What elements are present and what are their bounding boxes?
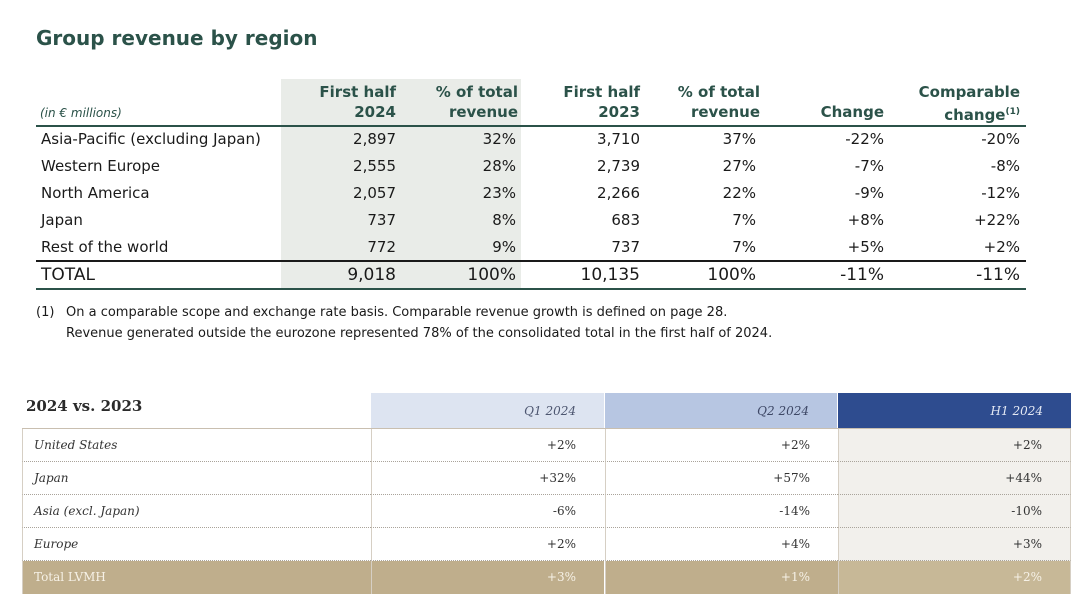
comparison-top-rule: [22, 428, 1071, 429]
row-label: United States: [22, 429, 371, 462]
cell-change: -22%: [845, 130, 884, 148]
row-label: Japan: [22, 462, 371, 495]
table-row: United States +2% +2% +2%: [22, 429, 1071, 462]
header-q2-2024: Q2 2024: [605, 393, 837, 429]
header-pct-total-2023: % of total revenue: [677, 83, 760, 121]
header-comparable-change: Comparable change(1): [918, 83, 1021, 124]
cell-q2: -14%: [605, 495, 838, 528]
cell-pct-2024: 8%: [492, 211, 516, 229]
total-row: Total LVMH +3% +1% +2%: [22, 561, 1071, 594]
table-row: North America 2,057 23% 2,266 22% -9% -1…: [0, 180, 1080, 207]
cell-h1: +2%: [838, 429, 1071, 462]
total-h1-2023: 10,135: [580, 265, 640, 285]
region-name: Rest of the world: [41, 238, 169, 256]
total-label: Total LVMH: [22, 561, 371, 594]
cell-comparable: -20%: [981, 130, 1020, 148]
header-change: Change: [820, 103, 884, 121]
h1-2024-column-shade: [281, 79, 521, 289]
total-pct-2024: 100%: [467, 265, 516, 285]
table-row: Asia (excl. Japan) -6% -14% -10%: [22, 495, 1071, 528]
total-comparable: -11%: [976, 265, 1020, 285]
table-row: Japan +32% +57% +44%: [22, 462, 1071, 495]
table-row: Japan 737 8% 683 7% +8% +22%: [0, 207, 1080, 234]
region-name: North America: [41, 184, 150, 202]
row-label: Asia (excl. Japan): [22, 495, 371, 528]
cell-pct-2024: 32%: [482, 130, 516, 148]
total-change: -11%: [840, 265, 884, 285]
cell-comparable: -8%: [990, 157, 1020, 175]
cell-change: +8%: [847, 211, 884, 229]
region-name: Western Europe: [41, 157, 161, 175]
total-label: TOTAL: [41, 265, 95, 285]
cell-h1-2023: 2,266: [597, 184, 640, 202]
cell-h1-2023: 3,710: [597, 130, 640, 148]
cell-pct-2023: 7%: [732, 238, 756, 256]
cell-q1: +2%: [371, 429, 604, 462]
cell-change: -9%: [854, 184, 884, 202]
cell-h1-2024: 737: [367, 211, 396, 229]
cell-h1-2024: 2,897: [353, 130, 396, 148]
row-label: Europe: [22, 528, 371, 561]
cell-pct-2023: 22%: [722, 184, 756, 202]
cell-comparable: +2%: [983, 238, 1020, 256]
table-bottom-rule: [36, 288, 1026, 290]
cell-h1-2024: 2,057: [353, 184, 396, 202]
cell-comparable: -12%: [981, 184, 1020, 202]
footnote-mark: (1): [36, 305, 55, 320]
table-row: Western Europe 2,555 28% 2,739 27% -7% -…: [0, 153, 1080, 180]
footnote-ref: (1): [1005, 107, 1021, 117]
table-row: Asia-Pacific (excluding Japan) 2,897 32%…: [0, 126, 1080, 153]
header-rule: [36, 125, 1026, 127]
footnote-line-1: On a comparable scope and exchange rate …: [66, 305, 728, 320]
cell-pct-2024: 28%: [482, 157, 516, 175]
cell-h1: -10%: [838, 495, 1071, 528]
cell-h1-2023: 683: [611, 211, 640, 229]
region-name: Japan: [41, 211, 83, 229]
cell-h1-2023: 737: [611, 238, 640, 256]
cell-pct-2023: 7%: [732, 211, 756, 229]
units-label: (in € millions): [40, 106, 122, 120]
header-first-half-2023: First half 2023: [563, 83, 640, 121]
table-row: Europe +2% +4% +3%: [22, 528, 1071, 561]
total-rule: [36, 260, 1026, 262]
header-pct-total-2024: % of total revenue: [435, 83, 518, 121]
cell-h1-2024: 2,555: [353, 157, 396, 175]
cell-q1: -6%: [371, 495, 604, 528]
total-row: TOTAL 9,018 100% 10,135 100% -11% -11%: [0, 262, 1080, 289]
cell-q1: +2%: [371, 528, 604, 561]
cell-h1-2023: 2,739: [597, 157, 640, 175]
cell-change: +5%: [847, 238, 884, 256]
cell-change: -7%: [854, 157, 884, 175]
header-h1-2024: H1 2024: [838, 393, 1071, 429]
cell-h1: +3%: [838, 528, 1071, 561]
header-q1-2024: Q1 2024: [371, 393, 604, 429]
total-pct-2023: 100%: [707, 265, 756, 285]
cell-comparable: +22%: [974, 211, 1020, 229]
table-row: Rest of the world 772 9% 737 7% +5% +2%: [0, 234, 1080, 261]
cell-pct-2024: 23%: [482, 184, 516, 202]
header-first-half-2024: First half 2024: [319, 83, 396, 121]
total-h1-2024: 9,018: [347, 265, 396, 285]
page-title: Group revenue by region: [36, 26, 318, 50]
comparison-title: 2024 vs. 2023: [26, 397, 143, 415]
cell-q2: +2%: [605, 429, 838, 462]
footnote-line-2: Revenue generated outside the eurozone r…: [66, 326, 773, 341]
total-h1: +2%: [838, 561, 1071, 594]
cell-pct-2023: 37%: [722, 130, 756, 148]
cell-pct-2023: 27%: [722, 157, 756, 175]
total-q2: +1%: [605, 561, 838, 594]
cell-q1: +32%: [371, 462, 604, 495]
cell-q2: +57%: [605, 462, 838, 495]
cell-h1: +44%: [838, 462, 1071, 495]
cell-q2: +4%: [605, 528, 838, 561]
cell-pct-2024: 9%: [492, 238, 516, 256]
total-q1: +3%: [371, 561, 604, 594]
footnotes: (1) On a comparable scope and exchange r…: [36, 302, 772, 344]
region-name: Asia-Pacific (excluding Japan): [41, 130, 261, 148]
cell-h1-2024: 772: [367, 238, 396, 256]
